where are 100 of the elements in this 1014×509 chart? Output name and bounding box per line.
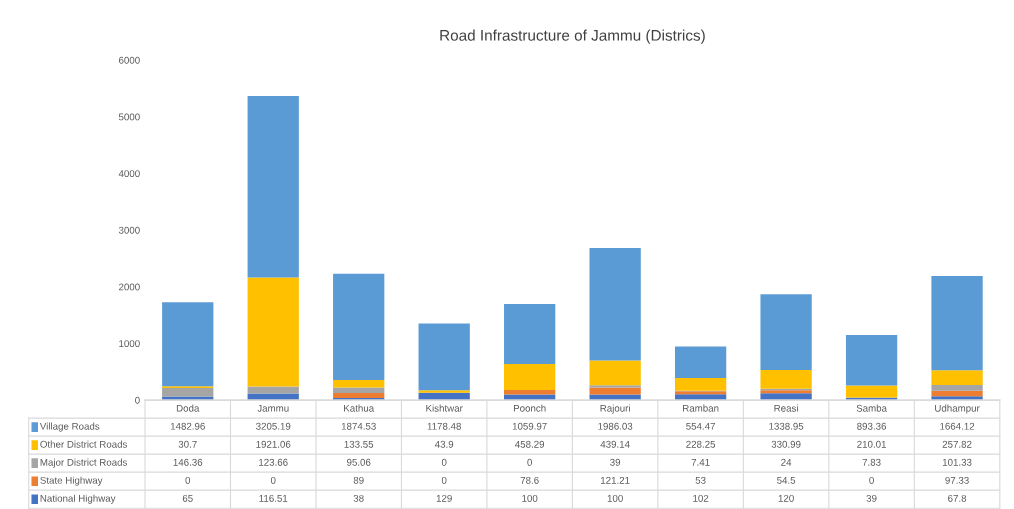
bar bbox=[504, 303, 556, 364]
data-label: 1921.06 bbox=[256, 440, 291, 448]
data-label: 257.82 bbox=[942, 440, 972, 448]
bar bbox=[760, 370, 812, 389]
data-label: 123.66 bbox=[259, 458, 288, 466]
data-label: 1482.96 bbox=[170, 422, 205, 430]
data-label: 0 bbox=[270, 476, 276, 484]
data-label: 210.01 bbox=[857, 440, 886, 448]
y-tick-label: 5000 bbox=[118, 113, 140, 121]
bar bbox=[931, 276, 983, 371]
bar bbox=[418, 323, 470, 391]
data-label: 97.33 bbox=[945, 476, 969, 484]
data-label: 133.55 bbox=[344, 440, 374, 448]
y-tick-label: 6000 bbox=[119, 56, 140, 64]
x-tick-label: Poonch bbox=[513, 404, 546, 412]
data-label: 330.99 bbox=[771, 440, 801, 448]
data-label: 554.47 bbox=[686, 422, 715, 430]
data-label: 1664.12 bbox=[940, 422, 975, 430]
x-tick-label: Kathua bbox=[344, 404, 375, 412]
bar bbox=[247, 386, 299, 394]
bar bbox=[931, 390, 983, 397]
legend-label: Major District Roads bbox=[40, 458, 128, 468]
data-label: 120 bbox=[778, 494, 794, 502]
data-label: 0 bbox=[527, 458, 532, 466]
data-label: 116.51 bbox=[259, 494, 288, 502]
data-label: 0 bbox=[441, 458, 447, 466]
bar bbox=[162, 388, 214, 397]
data-label: 53 bbox=[695, 476, 706, 484]
bar bbox=[674, 346, 727, 378]
data-label: 67.8 bbox=[948, 494, 967, 502]
data-label: 39 bbox=[610, 458, 621, 466]
x-tick-label: Samba bbox=[856, 404, 887, 412]
data-label: 43.9 bbox=[434, 440, 454, 448]
data-label: 121.21 bbox=[601, 476, 630, 484]
data-label: 54.5 bbox=[777, 476, 796, 484]
y-tick-label: 2000 bbox=[119, 283, 140, 291]
data-label: 39 bbox=[866, 494, 877, 502]
data-label: 1874.53 bbox=[341, 422, 376, 430]
legend-label: National Highway bbox=[40, 494, 116, 504]
chart-title: Road Infrastructure of Jammu (Districs) bbox=[440, 29, 705, 44]
data-label: 101.33 bbox=[942, 458, 972, 466]
data-label: 439.14 bbox=[600, 440, 630, 448]
data-label: 30.7 bbox=[178, 440, 197, 448]
data-label: 78.6 bbox=[520, 476, 539, 484]
y-tick-label: 0 bbox=[135, 396, 140, 404]
bar bbox=[504, 363, 556, 390]
data-label: 95.06 bbox=[346, 458, 371, 466]
y-tick-label: 3000 bbox=[118, 226, 140, 234]
data-label: 0 bbox=[441, 476, 447, 484]
data-label: 228.25 bbox=[686, 440, 716, 448]
bar bbox=[845, 385, 898, 398]
bar bbox=[247, 393, 299, 401]
x-tick-label: Jammu bbox=[257, 404, 289, 412]
bar bbox=[931, 384, 983, 391]
x-tick-label: Rajouri bbox=[600, 404, 630, 414]
bar bbox=[845, 334, 898, 386]
bar bbox=[333, 387, 385, 393]
data-label: 89 bbox=[353, 476, 364, 484]
data-label: 24 bbox=[781, 458, 792, 466]
bar bbox=[162, 302, 214, 387]
bar bbox=[674, 377, 727, 391]
data-label: 1986.03 bbox=[598, 422, 633, 430]
x-tick-label: Udhampur bbox=[935, 404, 980, 414]
bar bbox=[589, 385, 641, 388]
data-label: 102 bbox=[693, 494, 709, 502]
data-label: 1338.95 bbox=[769, 422, 804, 430]
data-label: 1059.97 bbox=[512, 422, 547, 430]
data-label: 0 bbox=[185, 476, 191, 484]
data-label: 7.83 bbox=[862, 458, 881, 466]
x-tick-label: Reasi bbox=[774, 404, 798, 412]
legend-label: State Highway bbox=[40, 476, 103, 486]
y-tick-label: 1000 bbox=[119, 340, 140, 348]
bar bbox=[333, 273, 385, 380]
data-label: 129 bbox=[436, 494, 452, 502]
bar bbox=[333, 392, 385, 398]
data-label: 7.41 bbox=[691, 458, 710, 466]
bar bbox=[589, 247, 641, 361]
x-tick-label: Kishtwar bbox=[426, 404, 463, 412]
legend-label: Other District Roads bbox=[40, 440, 128, 448]
data-label: 3205.19 bbox=[256, 422, 291, 430]
bar bbox=[418, 390, 470, 393]
bar bbox=[931, 370, 983, 385]
data-label: 458.29 bbox=[515, 440, 545, 448]
bar bbox=[247, 277, 299, 387]
bar bbox=[760, 294, 812, 371]
data-label: 0 bbox=[869, 476, 874, 484]
data-label: 1178.48 bbox=[427, 422, 461, 430]
y-tick-label: 4000 bbox=[118, 170, 140, 178]
x-tick-label: Doda bbox=[176, 404, 200, 412]
legend-label: Village Roads bbox=[39, 422, 100, 432]
data-label: 38 bbox=[353, 494, 364, 502]
data-label: 146.36 bbox=[173, 458, 203, 466]
data-label: 893.36 bbox=[857, 422, 887, 430]
bar bbox=[247, 95, 299, 278]
x-tick-label: Ramban bbox=[683, 404, 719, 412]
bar bbox=[589, 360, 641, 386]
data-label: 100 bbox=[607, 494, 623, 502]
data-label: 65 bbox=[182, 494, 193, 502]
data-label: 100 bbox=[522, 494, 538, 502]
bar bbox=[333, 379, 385, 388]
